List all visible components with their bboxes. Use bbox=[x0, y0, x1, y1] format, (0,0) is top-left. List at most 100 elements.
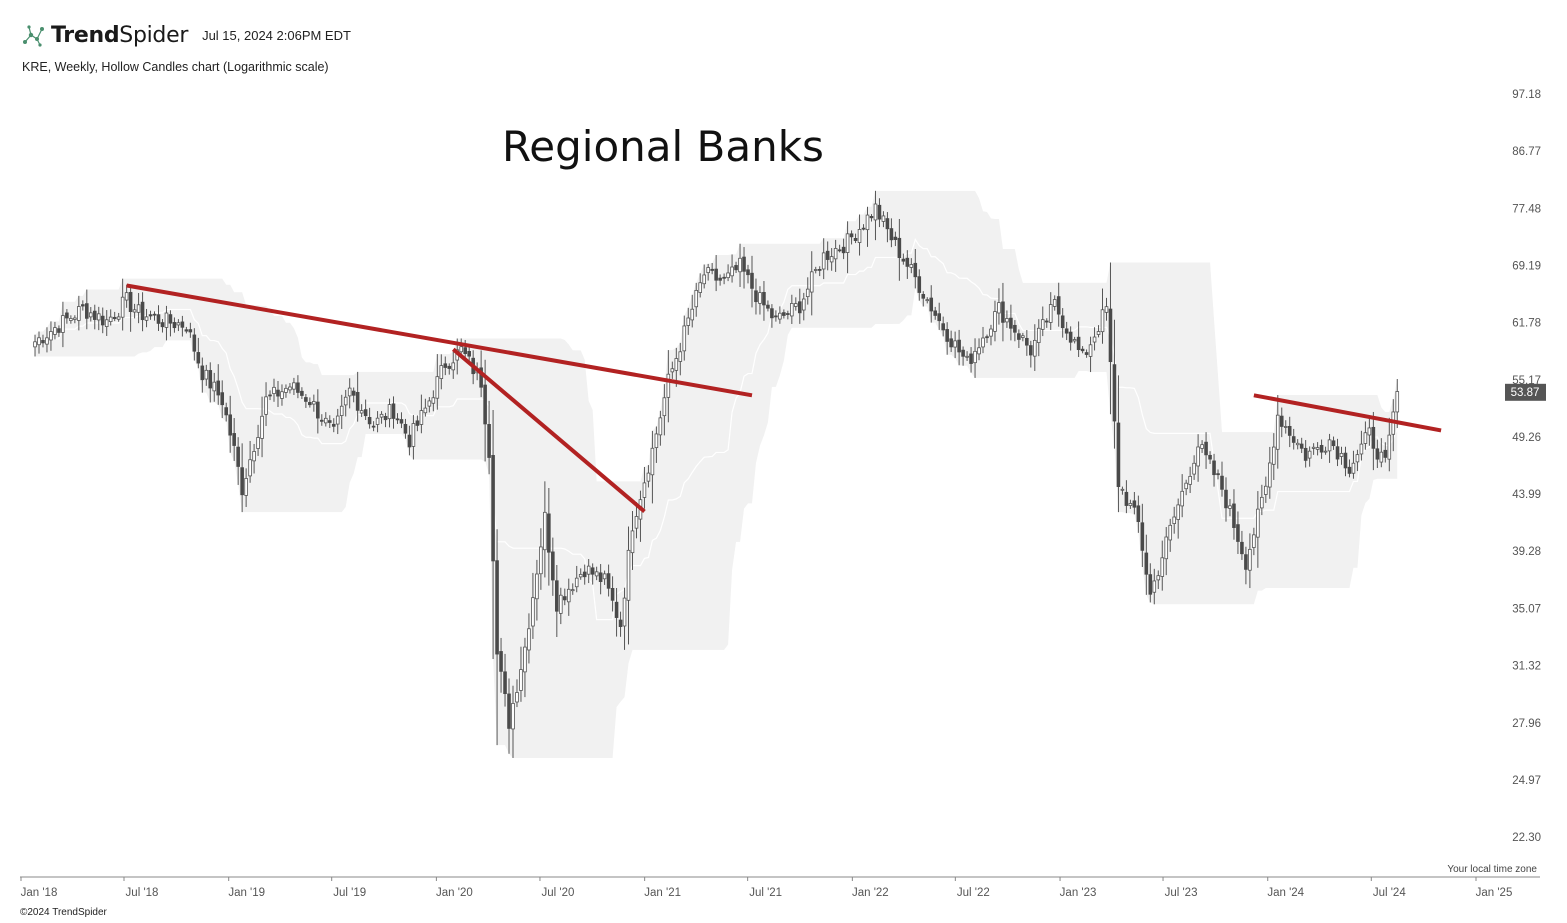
candle bbox=[1096, 325, 1101, 338]
candle-body-down bbox=[200, 365, 205, 381]
candle bbox=[797, 288, 802, 324]
candle-body-down bbox=[606, 573, 611, 589]
candle-body-up bbox=[45, 337, 49, 345]
candle bbox=[690, 294, 695, 328]
candle-body-up bbox=[1172, 516, 1177, 524]
candle bbox=[989, 324, 993, 346]
candle-body-down bbox=[1240, 541, 1244, 555]
candle-body-down bbox=[1080, 348, 1085, 352]
candle-body-up bbox=[451, 362, 456, 371]
candle bbox=[407, 425, 412, 456]
candle-body-down bbox=[499, 651, 503, 672]
candle bbox=[1367, 418, 1372, 446]
candle-body-up bbox=[73, 317, 77, 320]
candle bbox=[805, 277, 810, 305]
candle-body-up bbox=[264, 396, 268, 415]
y-tick-label: 49.26 bbox=[1512, 432, 1541, 444]
candle bbox=[140, 292, 145, 332]
candle bbox=[379, 411, 384, 424]
candle bbox=[1136, 495, 1141, 533]
candle-body-up bbox=[634, 516, 639, 529]
candle bbox=[1120, 486, 1125, 495]
timezone-label: Your local time zone bbox=[1447, 864, 1537, 875]
candle-body-down bbox=[383, 415, 388, 421]
candle bbox=[164, 305, 169, 341]
candle-body-up bbox=[1367, 427, 1372, 436]
candle bbox=[88, 307, 93, 322]
candle-body-down bbox=[1383, 449, 1388, 458]
candle bbox=[1164, 527, 1169, 576]
candle-body-down bbox=[598, 572, 603, 583]
candle-body-down bbox=[1029, 345, 1033, 356]
candle-body-up bbox=[144, 316, 149, 321]
candle bbox=[335, 408, 340, 435]
trendlines-layer[interactable] bbox=[126, 283, 1442, 513]
candle-body-up bbox=[204, 369, 209, 380]
candle bbox=[833, 239, 838, 272]
candle-body-up bbox=[1283, 426, 1288, 428]
chart-subtitle: KRE, Weekly, Hollow Candles chart (Logar… bbox=[22, 60, 329, 74]
candle-body-up bbox=[387, 404, 392, 420]
candle bbox=[65, 309, 69, 324]
candle-body-down bbox=[391, 403, 396, 419]
candle bbox=[308, 397, 312, 408]
candle bbox=[45, 327, 49, 353]
candle-body-down bbox=[961, 349, 965, 357]
candle bbox=[148, 310, 153, 320]
x-tick-label: Jul '20 bbox=[542, 887, 575, 899]
candle-body-up bbox=[977, 347, 981, 355]
candle-body-up bbox=[1192, 462, 1196, 475]
candle bbox=[1371, 411, 1376, 471]
candle-body-down bbox=[825, 250, 830, 260]
brand-bold-text: Trend bbox=[51, 22, 120, 48]
candle bbox=[61, 301, 65, 348]
candle-body-up bbox=[666, 373, 671, 398]
candle bbox=[646, 465, 651, 488]
candle-body-down bbox=[774, 315, 778, 318]
x-tick-label: Jul '19 bbox=[333, 887, 366, 899]
candle bbox=[861, 224, 866, 231]
candle bbox=[1323, 446, 1328, 455]
candle-body-down bbox=[969, 353, 973, 364]
candle bbox=[192, 328, 197, 361]
candle bbox=[272, 378, 276, 402]
candle bbox=[57, 325, 61, 337]
candle-body-down bbox=[495, 560, 499, 655]
candle-body-down bbox=[152, 313, 157, 316]
candle bbox=[1017, 329, 1021, 348]
candle-body-down bbox=[877, 204, 882, 220]
candle-body-up bbox=[120, 296, 125, 318]
candle bbox=[503, 653, 507, 707]
candle-body-up bbox=[738, 257, 742, 273]
candle bbox=[925, 297, 930, 304]
candle-body-down bbox=[929, 297, 934, 312]
candle bbox=[240, 443, 244, 513]
candle-body-down bbox=[1371, 426, 1376, 449]
last-price-label: 53.87 bbox=[1511, 387, 1540, 399]
candle bbox=[511, 685, 515, 758]
candle bbox=[714, 255, 718, 292]
trendline[interactable] bbox=[126, 283, 753, 398]
candle bbox=[391, 396, 396, 429]
trendline[interactable] bbox=[451, 347, 646, 513]
y-tick-label: 39.28 bbox=[1512, 546, 1541, 558]
candle-body-down bbox=[1204, 441, 1208, 456]
candle bbox=[929, 285, 934, 323]
candle-body-down bbox=[1331, 440, 1336, 447]
x-tick-label: Jul '22 bbox=[957, 887, 990, 899]
candle bbox=[933, 306, 938, 320]
candle-body-down bbox=[316, 401, 320, 419]
trendline[interactable] bbox=[1253, 393, 1442, 433]
candle bbox=[1080, 346, 1085, 354]
candle bbox=[913, 248, 918, 289]
candle-body-up bbox=[323, 417, 328, 424]
candle bbox=[1124, 480, 1129, 514]
candle-body-down bbox=[786, 313, 790, 315]
candle bbox=[889, 218, 894, 248]
candle bbox=[1260, 484, 1264, 516]
candle bbox=[116, 312, 121, 322]
candle bbox=[1025, 329, 1029, 356]
candle bbox=[1248, 533, 1252, 589]
candle-body-down bbox=[853, 238, 858, 241]
